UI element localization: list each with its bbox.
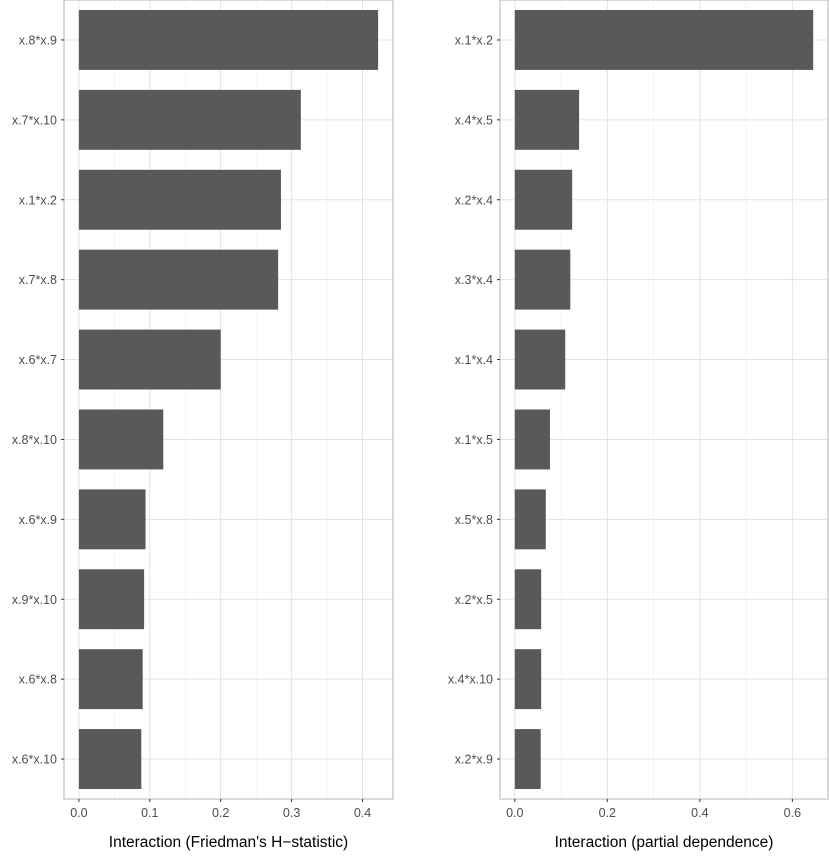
bar-x.7*x.10 — [78, 89, 301, 150]
x-tick-label: 0.4 — [354, 806, 371, 820]
category-label: x.1*x.5 — [455, 433, 493, 447]
x-tick-label: 0.2 — [212, 806, 229, 820]
category-label: x.6*x.7 — [19, 353, 57, 367]
bar-x.4*x.10 — [514, 649, 542, 710]
category-label: x.3*x.4 — [455, 273, 493, 287]
chart-panel-1: x.8*x.9 x.7*x.10 x.1*x.2 x.7*x.8 x.6*x.7 x.8*… — [12, 0, 394, 851]
x-axis-title: Interaction (partial dependence) — [555, 834, 774, 851]
x-tick-label: 0.0 — [70, 806, 87, 820]
x-tick-label: 0.1 — [141, 806, 158, 820]
bar-x.3*x.4 — [514, 249, 571, 310]
category-label: x.1*x.2 — [19, 193, 57, 207]
bar-x.1*x.4 — [514, 329, 566, 390]
category-label: x.6*x.8 — [19, 673, 57, 687]
x-axis-title: Interaction (Friedman's H−statistic) — [109, 834, 348, 851]
bar-x.6*x.9 — [78, 489, 146, 550]
category-label: x.1*x.4 — [455, 353, 493, 367]
category-label: x.7*x.10 — [12, 113, 57, 127]
category-label: x.6*x.9 — [19, 513, 57, 527]
bar-x.8*x.9 — [78, 9, 379, 70]
category-label: x.2*x.4 — [455, 193, 493, 207]
bar-x.1*x.5 — [514, 409, 550, 470]
category-label: x.2*x.5 — [455, 593, 493, 607]
category-label: x.8*x.9 — [19, 33, 57, 47]
category-label: x.6*x.10 — [12, 753, 57, 767]
category-label: x.8*x.10 — [12, 433, 57, 447]
category-label: x.1*x.2 — [455, 33, 493, 47]
bar-x.9*x.10 — [78, 569, 145, 630]
bar-x.7*x.8 — [78, 249, 279, 310]
x-tick-label: 0.6 — [784, 806, 801, 820]
bar-x.8*x.10 — [78, 409, 164, 470]
bar-x.1*x.2 — [78, 169, 281, 230]
category-label: x.7*x.8 — [19, 273, 57, 287]
bar-x.1*x.2 — [514, 9, 814, 70]
category-label: x.4*x.5 — [455, 113, 493, 127]
bar-x.2*x.4 — [514, 169, 573, 230]
bar-x.6*x.10 — [78, 729, 142, 790]
category-label: x.9*x.10 — [12, 593, 57, 607]
bar-x.4*x.5 — [514, 89, 580, 150]
bar-x.5*x.8 — [514, 489, 546, 550]
x-tick-label: 0.4 — [691, 806, 708, 820]
bar-x.6*x.7 — [78, 329, 221, 390]
chart-panel-2: x.1*x.2 x.4*x.5 x.2*x.4 x.3*x.4 x.1*x.4 x.1*x… — [448, 0, 829, 851]
bar-x.6*x.8 — [78, 649, 143, 710]
bar-x.2*x.9 — [514, 729, 541, 790]
panel-border — [499, 0, 829, 800]
x-tick-label: 0.3 — [283, 806, 300, 820]
x-tick-label: 0.0 — [506, 806, 523, 820]
category-label: x.5*x.8 — [455, 513, 493, 527]
panel-border — [63, 0, 394, 800]
bar-x.2*x.5 — [514, 569, 542, 630]
x-tick-label: 0.2 — [599, 806, 616, 820]
category-label: x.4*x.10 — [448, 673, 493, 687]
category-label: x.2*x.9 — [455, 753, 493, 767]
